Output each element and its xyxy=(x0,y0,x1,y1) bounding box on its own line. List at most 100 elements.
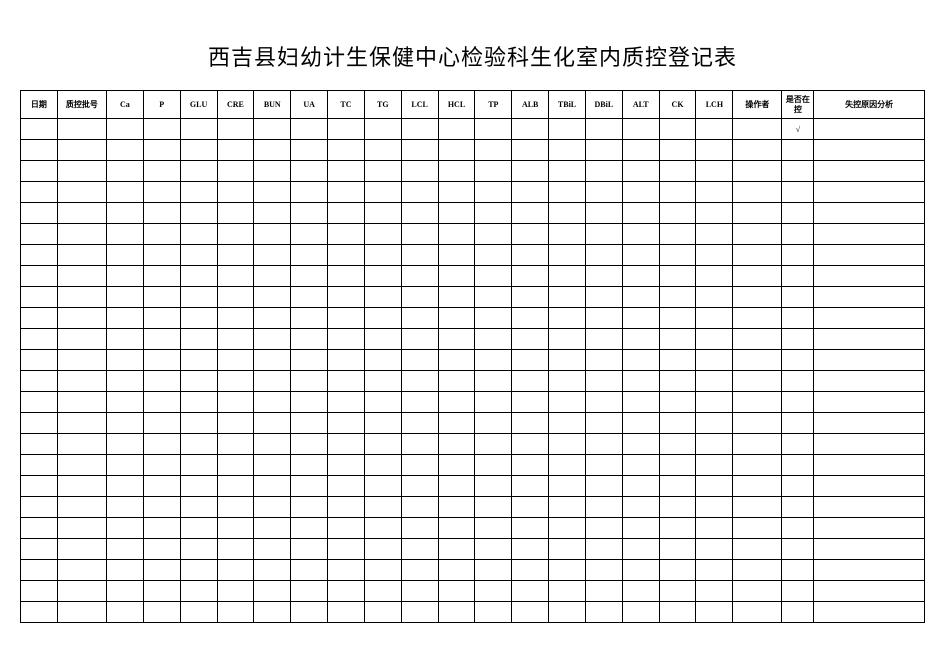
cell-GLU xyxy=(180,581,217,602)
cell-UA xyxy=(291,518,328,539)
cell-HCL xyxy=(438,560,475,581)
cell-TC xyxy=(328,203,365,224)
qc-register-table: 日期质控批号CaPGLUCREBUNUATCTGLCLHCLTPALBTBiLD… xyxy=(20,90,925,623)
cell-analysis xyxy=(814,182,925,203)
cell-ALT xyxy=(622,497,659,518)
cell-UA xyxy=(291,602,328,623)
cell-TG xyxy=(364,371,401,392)
cell-BUN xyxy=(254,497,291,518)
cell-DBiL xyxy=(585,140,622,161)
cell-TBiL xyxy=(549,371,586,392)
cell-LCL xyxy=(401,245,438,266)
cell-DBiL xyxy=(585,434,622,455)
cell-BUN xyxy=(254,287,291,308)
cell-incontrol xyxy=(782,455,814,476)
cell-TBiL xyxy=(549,308,586,329)
table-row xyxy=(21,560,925,581)
cell-ALT xyxy=(622,518,659,539)
cell-CRE xyxy=(217,560,254,581)
cell-BUN xyxy=(254,119,291,140)
cell-TBiL xyxy=(549,182,586,203)
cell-UA xyxy=(291,476,328,497)
cell-TC xyxy=(328,182,365,203)
cell-batch xyxy=(57,455,106,476)
cell-TP xyxy=(475,266,512,287)
cell-TP xyxy=(475,119,512,140)
cell-LCL xyxy=(401,560,438,581)
cell-batch xyxy=(57,224,106,245)
cell-LCH xyxy=(696,539,733,560)
cell-LCL xyxy=(401,161,438,182)
cell-DBiL xyxy=(585,476,622,497)
cell-Ca xyxy=(106,245,143,266)
column-header-LCH: LCH xyxy=(696,91,733,119)
cell-CRE xyxy=(217,287,254,308)
column-header-BUN: BUN xyxy=(254,91,291,119)
cell-GLU xyxy=(180,455,217,476)
cell-BUN xyxy=(254,518,291,539)
table-row xyxy=(21,182,925,203)
cell-LCH xyxy=(696,518,733,539)
cell-Ca xyxy=(106,140,143,161)
cell-date xyxy=(21,161,58,182)
cell-ALB xyxy=(512,140,549,161)
cell-ALT xyxy=(622,455,659,476)
cell-LCH xyxy=(696,602,733,623)
cell-analysis xyxy=(814,245,925,266)
cell-analysis xyxy=(814,476,925,497)
cell-LCL xyxy=(401,434,438,455)
cell-ALT xyxy=(622,371,659,392)
cell-CK xyxy=(659,329,696,350)
cell-batch xyxy=(57,182,106,203)
cell-P xyxy=(143,203,180,224)
cell-UA xyxy=(291,371,328,392)
cell-P xyxy=(143,434,180,455)
cell-TP xyxy=(475,476,512,497)
cell-TBiL xyxy=(549,413,586,434)
cell-batch xyxy=(57,518,106,539)
cell-CRE xyxy=(217,539,254,560)
cell-CK xyxy=(659,266,696,287)
cell-incontrol xyxy=(782,308,814,329)
cell-LCL xyxy=(401,182,438,203)
cell-batch xyxy=(57,476,106,497)
cell-TBiL xyxy=(549,476,586,497)
cell-LCH xyxy=(696,497,733,518)
cell-CK xyxy=(659,119,696,140)
cell-ALT xyxy=(622,287,659,308)
cell-ALB xyxy=(512,455,549,476)
cell-P xyxy=(143,140,180,161)
cell-LCL xyxy=(401,392,438,413)
cell-TG xyxy=(364,329,401,350)
cell-TP xyxy=(475,392,512,413)
cell-ALB xyxy=(512,266,549,287)
cell-Ca xyxy=(106,413,143,434)
cell-Ca xyxy=(106,287,143,308)
cell-LCL xyxy=(401,581,438,602)
cell-ALT xyxy=(622,602,659,623)
cell-CK xyxy=(659,287,696,308)
cell-GLU xyxy=(180,560,217,581)
cell-CK xyxy=(659,308,696,329)
cell-TC xyxy=(328,497,365,518)
table-row: √ xyxy=(21,119,925,140)
cell-GLU xyxy=(180,224,217,245)
cell-GLU xyxy=(180,476,217,497)
cell-date xyxy=(21,476,58,497)
table-row xyxy=(21,203,925,224)
cell-BUN xyxy=(254,308,291,329)
cell-Ca xyxy=(106,266,143,287)
cell-Ca xyxy=(106,329,143,350)
cell-incontrol xyxy=(782,476,814,497)
cell-CRE xyxy=(217,119,254,140)
cell-analysis xyxy=(814,350,925,371)
cell-TBiL xyxy=(549,392,586,413)
cell-TP xyxy=(475,602,512,623)
cell-analysis xyxy=(814,434,925,455)
cell-batch xyxy=(57,203,106,224)
cell-operator xyxy=(733,224,782,245)
table-row xyxy=(21,476,925,497)
cell-CRE xyxy=(217,434,254,455)
cell-P xyxy=(143,581,180,602)
cell-ALT xyxy=(622,266,659,287)
